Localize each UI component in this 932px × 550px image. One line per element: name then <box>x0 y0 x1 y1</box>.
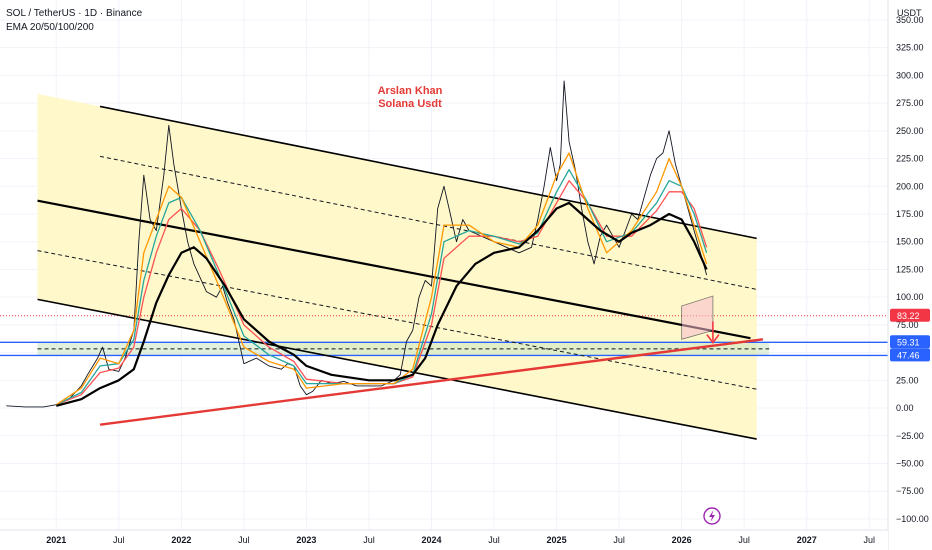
price-axis-panel[interactable] <box>888 0 932 550</box>
x-tick-label: Jul <box>488 535 500 545</box>
y-tick-label: 125.00 <box>896 264 924 274</box>
y-tick-label: −50.00 <box>896 458 924 468</box>
y-tick-label: 150.00 <box>896 237 924 247</box>
x-tick-label: 2024 <box>421 535 441 545</box>
y-tick-label: −100.00 <box>896 514 929 524</box>
series-price <box>6 80 708 408</box>
indicator-legend[interactable]: EMA 20/50/100/200 <box>6 22 94 33</box>
x-tick-label: Jul <box>863 535 875 545</box>
x-tick-label: 2022 <box>171 535 191 545</box>
price-tag-box <box>890 308 930 322</box>
trendline-channel-dash-lower <box>37 250 757 390</box>
y-tick-label: 350.00 <box>896 15 924 25</box>
x-tick-label: Jul <box>613 535 625 545</box>
x-tick-label: 2023 <box>296 535 316 545</box>
price-axis-ticks: 350.00 325.00 300.00 275.00 250.00 225.00 200.… <box>896 15 929 524</box>
price-tag-label: 83.22 <box>897 311 920 321</box>
axis-unit-label: USDT <box>897 8 922 18</box>
forecast-arrow-head <box>706 334 720 344</box>
price-tag-label: 59.31 <box>897 337 920 347</box>
x-tick-label: Jul <box>738 535 750 545</box>
trendline-support-ascending <box>99 338 764 426</box>
x-tick-label: Jul <box>238 535 250 545</box>
trendlines <box>37 105 764 440</box>
forecast-arrow <box>706 321 720 344</box>
series-ema100 <box>56 180 708 406</box>
annotation-line-1: Arslan Khan <box>378 85 443 97</box>
y-tick-label: 275.00 <box>896 98 924 108</box>
y-tick-label: 225.00 <box>896 154 924 164</box>
trendline-channel-lower <box>37 298 757 440</box>
series-layer <box>6 80 714 408</box>
y-tick-label: 325.00 <box>896 43 924 53</box>
x-tick-label: 2025 <box>547 535 567 545</box>
x-tick-label: 2026 <box>672 535 692 545</box>
x-tick-label: Jul <box>363 535 375 545</box>
annotation-line-2: Solana Usdt <box>378 98 442 110</box>
symbol-title[interactable]: SOL / TetherUS · 1D · Binance <box>6 8 143 19</box>
trendline-channel-upper <box>99 105 757 240</box>
y-tick-label: 25.00 <box>896 375 919 385</box>
x-tick-label: 2021 <box>46 535 66 545</box>
y-tick-label: 175.00 <box>896 209 924 219</box>
price-tags: 83.22 59.31 47.46 <box>890 308 930 362</box>
x-tick-label: 2027 <box>797 535 817 545</box>
event-lightning-icon[interactable] <box>703 507 721 525</box>
chart-zones <box>0 93 888 440</box>
price-tag-label: 47.46 <box>897 350 920 360</box>
series-ema200 <box>56 201 708 407</box>
y-tick-label: 100.00 <box>896 292 924 302</box>
y-tick-label: −25.00 <box>896 431 924 441</box>
y-tick-label: 200.00 <box>896 181 924 191</box>
time-axis-ticks: 2021 Jul 2022 Jul 2023 Jul 2024 Jul 2025 Jul 2026 J… <box>46 535 875 545</box>
y-tick-label: 250.00 <box>896 126 924 136</box>
y-tick-label: 300.00 <box>896 70 924 80</box>
x-tick-label: Jul <box>113 535 125 545</box>
y-tick-label: −75.00 <box>896 486 924 496</box>
y-tick-label: 75.00 <box>896 320 919 330</box>
series-ema50 <box>56 168 708 406</box>
price-tag-box <box>890 348 930 362</box>
price-tag-box <box>890 335 930 349</box>
time-axis-panel[interactable] <box>0 530 888 550</box>
y-tick-label: 0.00 <box>896 403 914 413</box>
trendline-channel-mid <box>37 199 751 340</box>
